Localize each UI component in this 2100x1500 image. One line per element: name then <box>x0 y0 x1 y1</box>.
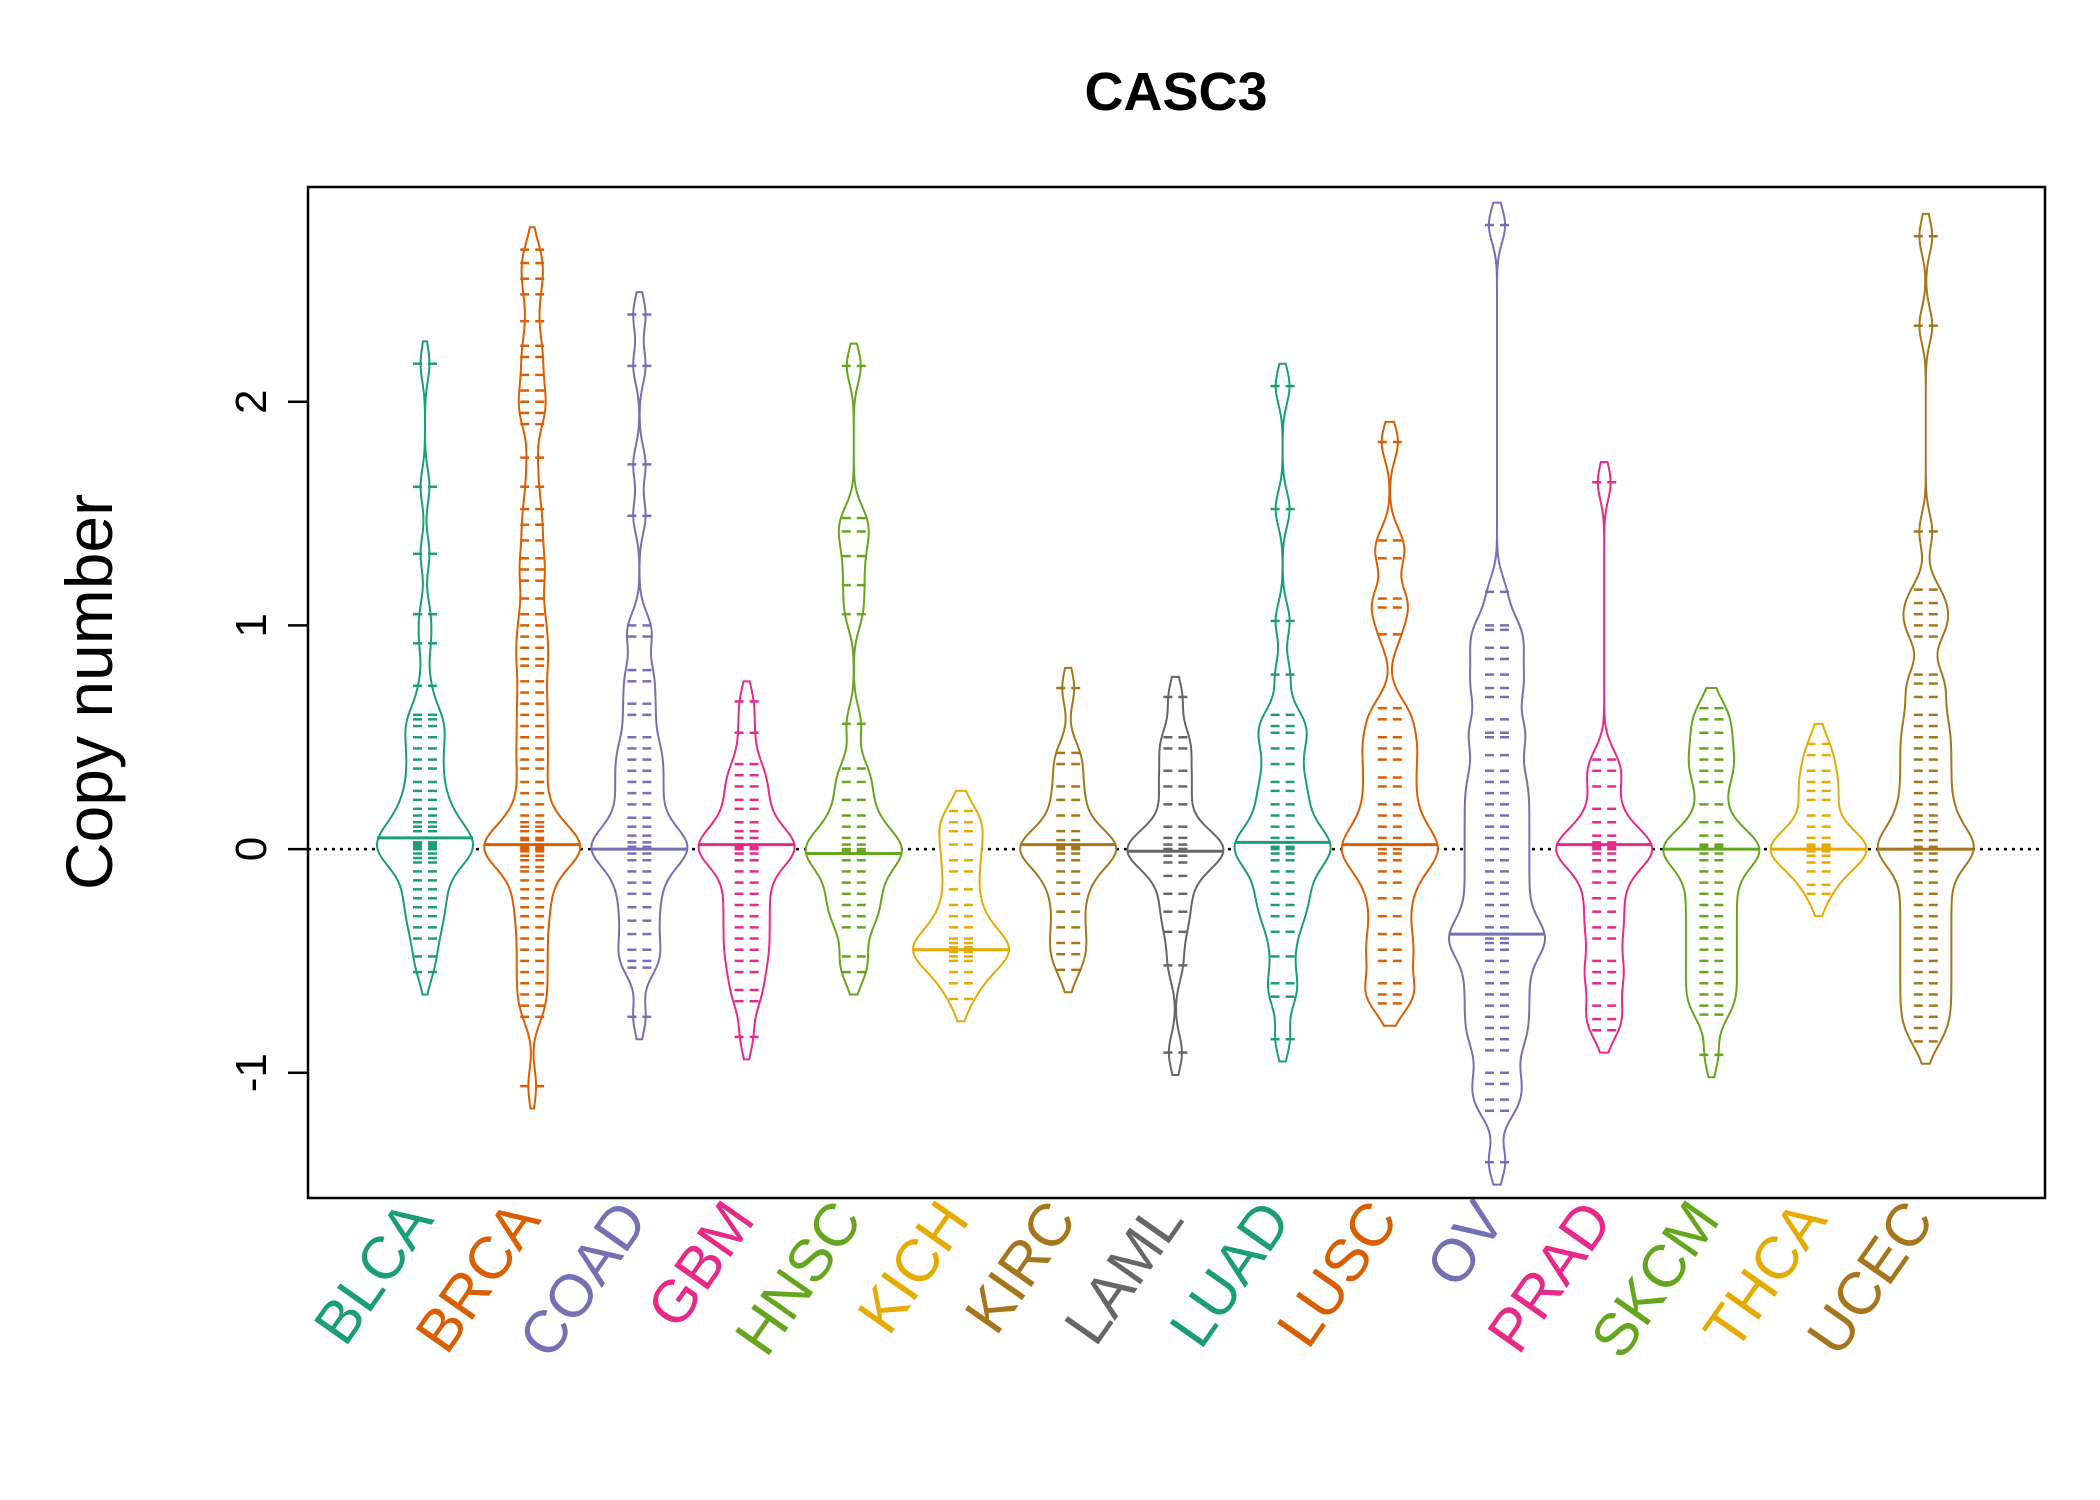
bean-luad <box>1233 362 1332 1063</box>
bean-thca <box>1769 722 1868 918</box>
bean-skcm <box>1662 687 1761 1079</box>
y-tick-label: 1 <box>227 613 276 637</box>
bean-outline <box>1662 687 1761 1079</box>
bean-kich <box>911 789 1011 1023</box>
bean-outline <box>1233 362 1332 1063</box>
bean-outline <box>1340 420 1439 1027</box>
bean-outline <box>1447 201 1547 1186</box>
bean-lusc <box>1340 420 1439 1027</box>
bean-outline <box>483 226 582 1110</box>
y-tick-label: -1 <box>227 1053 276 1092</box>
x-tick-label-kich: KICH <box>845 1189 982 1345</box>
bean-outline <box>1769 722 1868 918</box>
bean-prad <box>1555 461 1654 1054</box>
x-tick-label-ov: OV <box>1413 1189 1518 1298</box>
bean-hnsc <box>804 342 903 996</box>
chart-title: CASC3 <box>1084 62 1267 122</box>
plot-frame <box>306 185 2047 1200</box>
bean-outline <box>1876 212 1975 1065</box>
bean-ucec <box>1876 212 1975 1065</box>
y-axis-label: Copy number <box>52 494 126 890</box>
bean-outline <box>1126 675 1225 1076</box>
bean-coad <box>590 291 689 1041</box>
bean-ov <box>1447 201 1547 1186</box>
bean-outline <box>911 789 1011 1023</box>
y-tick-label: 2 <box>227 389 276 413</box>
y-axis: -1 0 1 2 <box>227 389 308 1092</box>
bean-outline <box>590 291 689 1041</box>
bean-kirc <box>1019 666 1118 994</box>
y-tick-label: 0 <box>227 837 276 861</box>
bean-outline <box>697 680 796 1061</box>
bean-blca <box>375 340 475 996</box>
bean-outline <box>1019 666 1118 994</box>
x-tick-label-lusc: LUSC <box>1264 1189 1411 1359</box>
bean-laml <box>1126 675 1225 1076</box>
plot-area <box>308 201 2045 1186</box>
bean-outline <box>804 342 903 996</box>
bean-outline <box>1555 461 1654 1054</box>
bean-gbm <box>697 680 796 1061</box>
bean-brca <box>483 226 582 1110</box>
bean-outline <box>375 340 475 996</box>
